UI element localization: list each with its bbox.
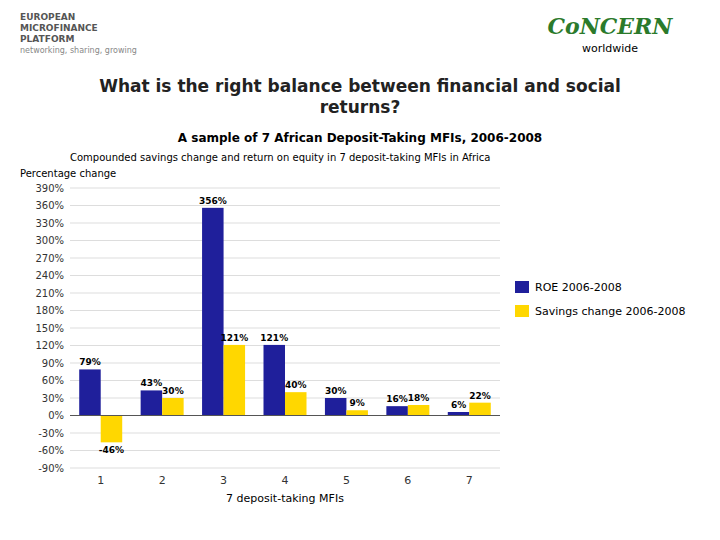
data-label: 30% (162, 386, 184, 396)
bars (79, 208, 491, 443)
data-label: 43% (141, 378, 163, 388)
y-tick-label: 150% (35, 323, 64, 334)
y-tick-label: 0% (48, 410, 64, 421)
bar (264, 345, 286, 416)
y-tick-label: 330% (35, 218, 64, 229)
logo-text: EUROPEAN (20, 12, 75, 22)
bar (325, 398, 347, 416)
logo-text: MICROFINANCE (20, 23, 98, 33)
data-label: -46% (99, 445, 124, 455)
bar (448, 412, 470, 416)
data-label: 6% (451, 400, 466, 410)
title-line: What is the right balance between financ… (99, 76, 621, 96)
data-label: 16% (386, 394, 408, 404)
y-tick-label: 120% (35, 340, 64, 351)
legend-label: ROE 2006-2008 (535, 281, 622, 294)
x-tick-label: 7 (466, 474, 473, 487)
logo-text: PLATFORM (20, 34, 74, 44)
bar (346, 410, 368, 415)
grid-line (70, 433, 500, 434)
bar (101, 416, 123, 443)
subtitle: A sample of 7 African Deposit-Taking MFI… (178, 131, 542, 145)
x-axis-label: 7 deposit-taking MFIs (226, 492, 344, 505)
grid (70, 188, 500, 468)
data-label: 40% (285, 380, 307, 390)
bar (469, 403, 491, 416)
zero-line (70, 415, 500, 416)
data-label: 9% (350, 398, 365, 408)
x-tick-label: 1 (97, 474, 104, 487)
bar (162, 398, 184, 416)
bar (141, 390, 163, 415)
y-tick-label: 240% (35, 270, 64, 281)
logo-text: CoNCERN (548, 13, 674, 39)
data-label: 79% (79, 357, 101, 367)
y-tick-label: 390% (35, 183, 64, 194)
y-tick-label: 360% (35, 200, 64, 211)
chart: EUROPEANMICROFINANCEPLATFORM networking, … (0, 0, 720, 540)
data-label: 18% (408, 393, 430, 403)
data-label: 356% (199, 196, 227, 206)
y-axis-label: Percentage change (20, 168, 116, 179)
y-tick-label: 210% (35, 288, 64, 299)
x-tick-label: 2 (159, 474, 166, 487)
logo-text: worldwide (582, 42, 638, 55)
grid-line (70, 275, 500, 276)
bar (202, 208, 224, 416)
grid-line (70, 310, 500, 311)
bar (79, 369, 101, 415)
y-tick-label: -60% (38, 445, 64, 456)
data-label: 121% (220, 333, 248, 343)
y-tick-label: 270% (35, 253, 64, 264)
grid-line (70, 328, 500, 329)
grid-line (70, 293, 500, 294)
legend-label: Savings change 2006-2008 (535, 305, 685, 318)
x-tick-label: 4 (282, 474, 289, 487)
y-tick-label: 180% (35, 305, 64, 316)
y-tick-label: 60% (42, 375, 64, 386)
title: What is the right balance between financ… (99, 76, 621, 117)
y-tick-label: -30% (38, 428, 64, 439)
grid-line (70, 468, 500, 469)
data-label: 30% (325, 386, 347, 396)
logo-text: networking, sharing, growing (20, 46, 137, 55)
data-labels: 79% 43% 356% 121% 30% 16% 6% -46% 30% 121% 40% 9% 18… (79, 196, 491, 456)
y-tick-label: -90% (38, 463, 64, 474)
grid-line (70, 240, 500, 241)
legend: ROE 2006-2008 Savings change 2006-2008 (515, 281, 685, 318)
x-tick-label: 6 (404, 474, 411, 487)
grid-line (70, 205, 500, 206)
y-tick-label: 90% (42, 358, 64, 369)
y-tick-label: 300% (35, 235, 64, 246)
grid-line (70, 258, 500, 259)
legend-swatch (515, 281, 529, 293)
legend-swatch (515, 305, 529, 317)
data-label: 121% (260, 333, 288, 343)
bar (285, 392, 307, 415)
annotation: Compounded savings change and return on … (70, 152, 490, 163)
data-label: 22% (469, 391, 491, 401)
bar (386, 406, 408, 415)
title-line: returns? (320, 97, 401, 117)
x-tick-label: 3 (220, 474, 227, 487)
y-tick-label: 30% (42, 393, 64, 404)
bar (224, 345, 246, 416)
grid-line (70, 188, 500, 189)
x-tick-label: 5 (343, 474, 350, 487)
grid-line (70, 450, 500, 451)
bar (408, 405, 430, 416)
grid-line (70, 415, 500, 416)
grid-line (70, 223, 500, 224)
